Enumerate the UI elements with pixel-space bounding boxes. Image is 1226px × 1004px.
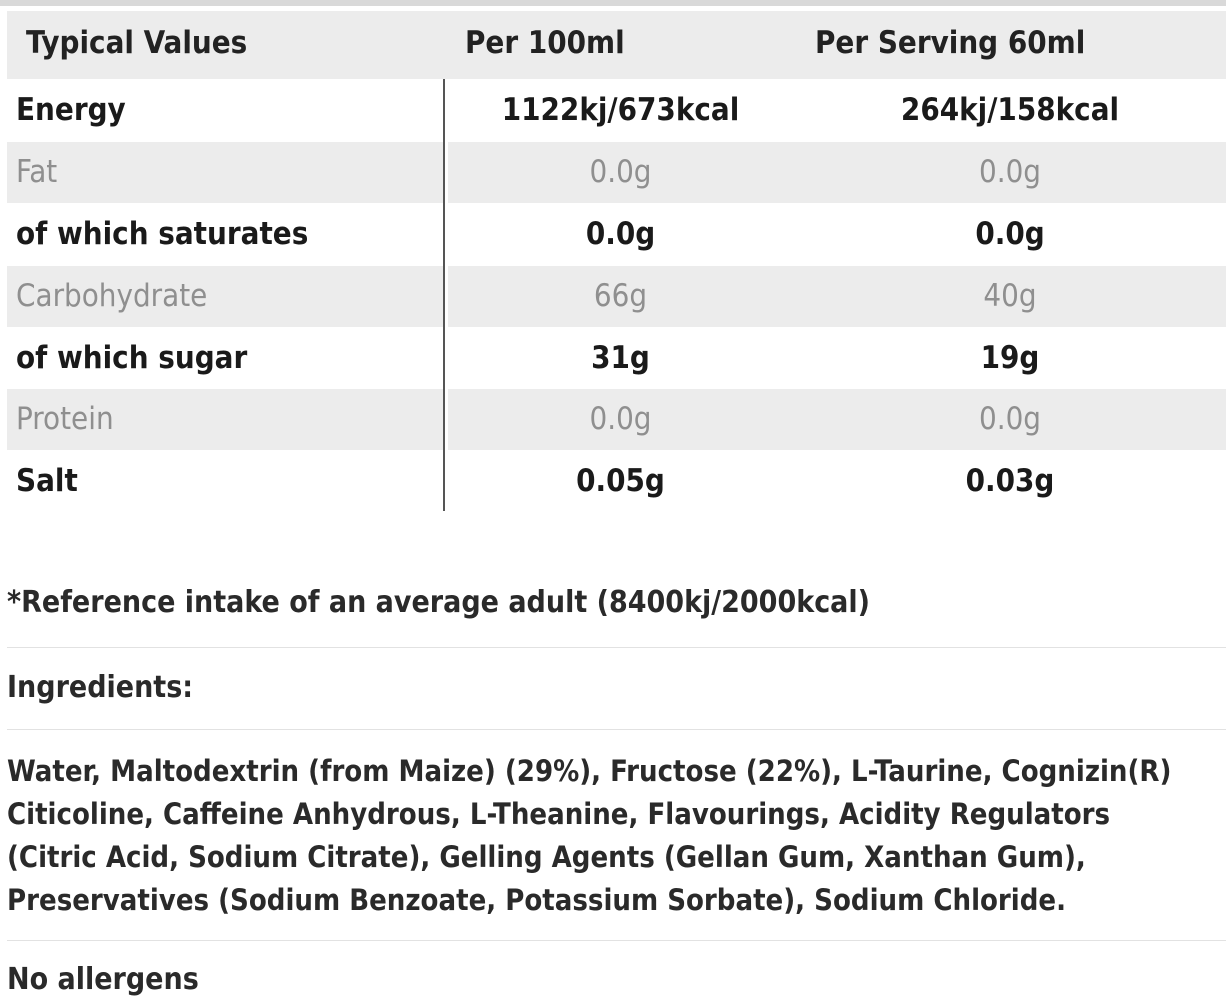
row-shade <box>7 266 443 327</box>
table-row: Energy 1122kj/673kcal 264kj/158kcal <box>0 80 1226 141</box>
ingredients-heading: Ingredients: <box>7 670 194 705</box>
header-typical-values: Typical Values <box>26 25 248 61</box>
row-label: Carbohydrate <box>16 278 208 314</box>
row-serving: 40g <box>983 278 1037 314</box>
row-per100: 1122kj/673kcal <box>501 92 740 128</box>
row-serving: 264kj/158kcal <box>900 92 1120 128</box>
row-label: Fat <box>16 154 58 190</box>
row-serving: 19g <box>980 340 1040 376</box>
ingredients-list: Water, Maltodextrin (from Maize) (29%), … <box>7 750 1226 922</box>
table-header-row <box>7 11 1226 79</box>
row-per100: 0.0g <box>589 154 652 190</box>
row-serving: 0.0g <box>975 216 1045 252</box>
table-row: Fat 0.0g 0.0g <box>0 142 1226 203</box>
row-label: Energy <box>16 92 126 128</box>
allergens-note: No allergens <box>7 962 199 997</box>
section-divider <box>7 940 1226 941</box>
top-border <box>0 0 1226 6</box>
section-divider <box>7 729 1226 730</box>
ingredients-line: Preservatives (Sodium Benzoate, Potassiu… <box>7 883 1067 917</box>
row-per100: 0.0g <box>589 401 652 437</box>
row-per100: 0.05g <box>576 463 665 499</box>
row-serving: 0.03g <box>965 463 1055 499</box>
row-shade <box>7 142 443 203</box>
row-label: Salt <box>16 463 78 499</box>
row-label: of which saturates <box>16 216 309 252</box>
row-per100: 31g <box>591 340 650 376</box>
header-per-serving: Per Serving 60ml <box>815 25 1086 61</box>
column-divider <box>443 79 445 511</box>
row-label: Protein <box>16 401 114 437</box>
header-per-100ml: Per 100ml <box>465 25 625 61</box>
table-row: Carbohydrate 66g 40g <box>0 266 1226 327</box>
ingredients-line: Water, Maltodextrin (from Maize) (29%), … <box>7 754 1172 788</box>
reference-intake-note: *Reference intake of an average adult (8… <box>7 585 870 620</box>
row-per100: 0.0g <box>585 216 656 252</box>
row-per100: 66g <box>593 278 648 314</box>
row-label: of which sugar <box>16 340 248 376</box>
row-shade <box>448 389 1226 450</box>
row-shade <box>448 142 1226 203</box>
section-divider <box>7 647 1226 648</box>
row-serving: 0.0g <box>978 401 1042 437</box>
table-row: of which sugar 31g 19g <box>0 328 1226 389</box>
row-serving: 0.0g <box>978 154 1042 190</box>
row-shade <box>7 389 443 450</box>
ingredients-line: (Citric Acid, Sodium Citrate), Gelling A… <box>7 840 1086 874</box>
table-row: of which saturates 0.0g 0.0g <box>0 204 1226 265</box>
row-shade <box>448 266 1226 327</box>
table-row: Protein 0.0g 0.0g <box>0 389 1226 450</box>
table-row: Salt 0.05g 0.03g <box>0 451 1226 512</box>
ingredients-line: Citicoline, Caffeine Anhydrous, L-Theani… <box>7 797 1111 831</box>
